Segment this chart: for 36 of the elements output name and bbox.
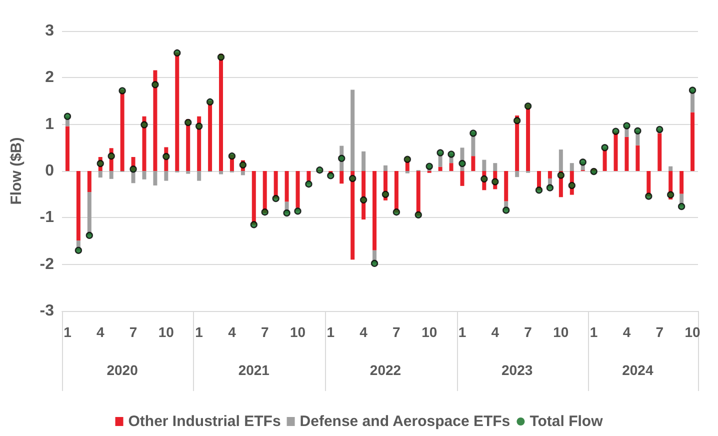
x-tick-label: 7 [656,324,664,340]
text: 2020 [106,362,138,378]
x-tick-label: 10 [290,324,306,340]
x-tick-label: 7 [392,324,401,340]
x-tick-label: 1 [64,324,72,340]
x-tick-label: 1 [195,324,204,340]
x-tick-label: 4 [360,324,368,340]
x-tick-label: 7 [129,324,138,340]
y-tick-label: 2 [45,69,54,86]
text: 2023 [501,362,533,378]
x-tick-label: 10 [422,324,438,340]
y-tick-label: -3 [40,302,54,320]
x-tick-label: 1 [590,324,598,340]
legend-label: Defense and Aerospace ETFs [300,413,510,430]
x-tick-label: 4 [622,324,631,340]
x-tick-label: 4 [491,324,500,340]
x-tick-label: 7 [260,324,269,340]
x-tick-label: 4 [96,324,104,340]
y-tick-label: 0 [45,162,54,180]
legend-label: Other Industrial ETFs [128,413,281,430]
x-tick-label: 1 [326,324,335,340]
y-tick-label: 3 [45,22,54,40]
x-tick-label: 1 [458,324,466,340]
y-tick-label: -2 [40,256,54,273]
x-tick-label: 4 [228,324,236,340]
x-tick-label: 10 [684,324,701,340]
y-tick-label: -1 [40,209,54,226]
y-tick-label: 1 [45,116,54,133]
y-axis-title: Flow ($B) [8,137,25,205]
x-tick-label: 10 [158,324,174,340]
x-tick-label: 7 [524,324,532,340]
text: 2022 [370,362,402,378]
x-tick-label: 10 [553,324,569,340]
text: 2021 [238,362,270,378]
text: 2024 [622,362,654,378]
legend-label: Total Flow [530,413,604,430]
